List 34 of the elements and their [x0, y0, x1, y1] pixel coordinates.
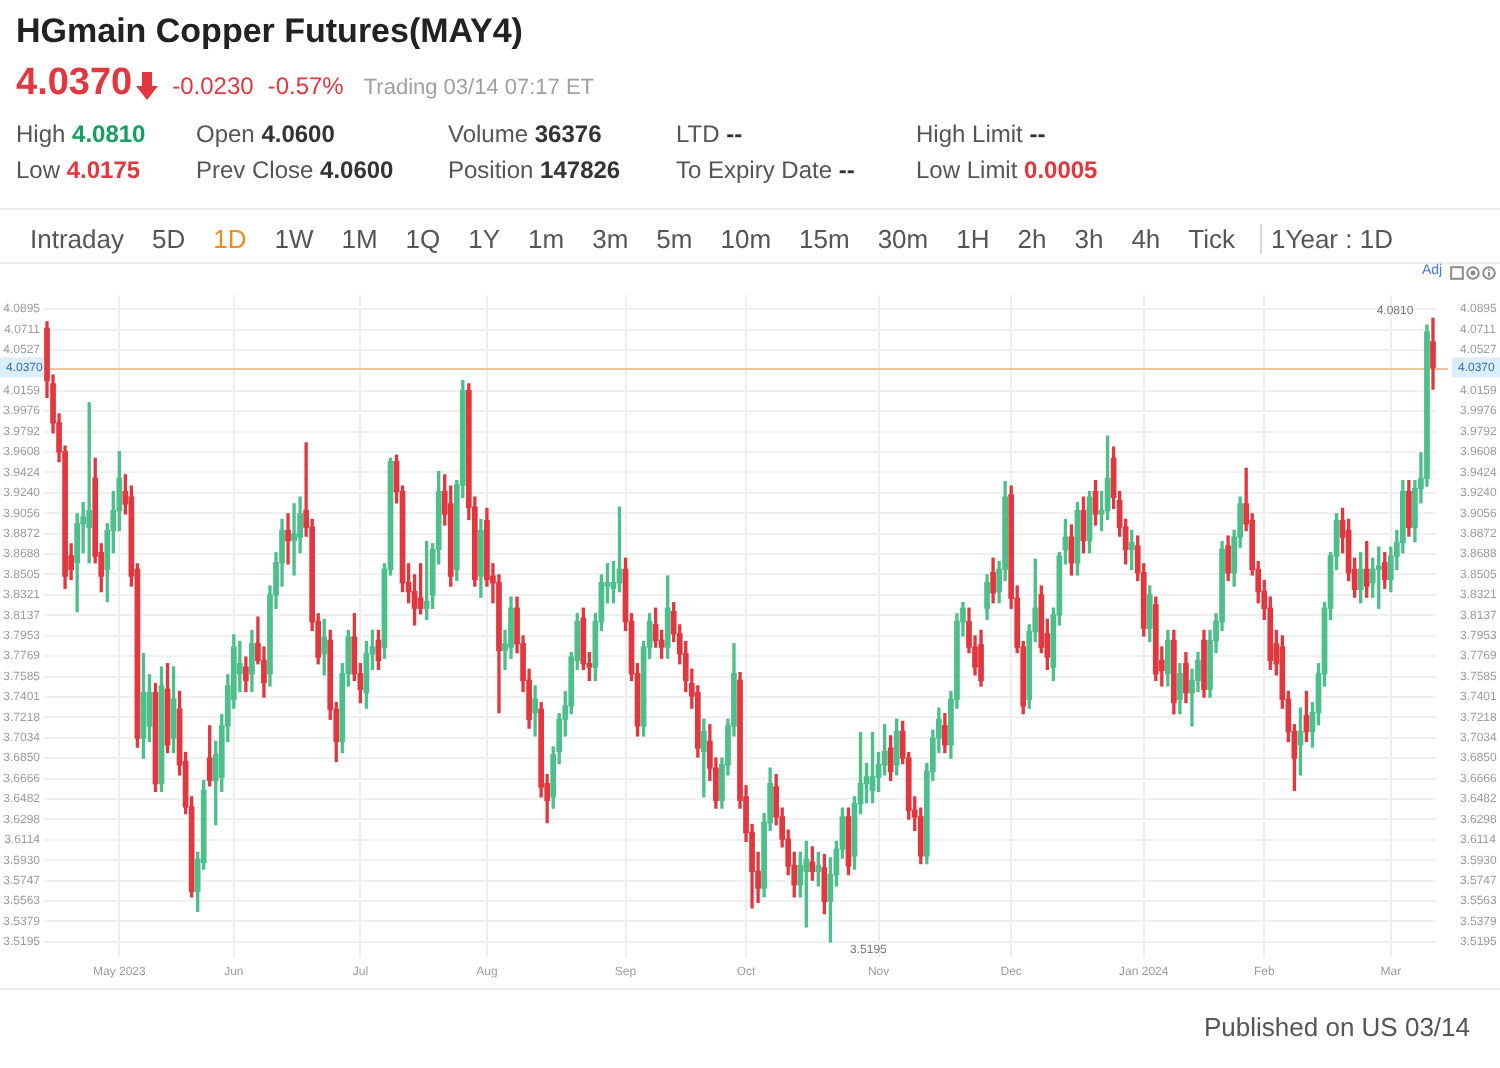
text: 1W — [274, 223, 314, 253]
chart-subtitle: 4.0370 -0.0230 -0.57% Trading 03/14 07:17 ET — [16, 62, 595, 106]
text: Low 4.0175 — [16, 156, 141, 184]
text: 30m — [877, 223, 929, 253]
candlestick — [285, 513, 291, 565]
text: Intraday — [30, 223, 124, 253]
text: 3m — [592, 223, 629, 253]
text: Volume 36376 — [448, 120, 602, 148]
text: Low Limit 0.0005 — [916, 156, 1098, 184]
text: 1H — [956, 223, 990, 253]
text: 5m — [656, 223, 693, 253]
text: To Expiry Date -- — [676, 156, 855, 184]
text: 1M — [341, 223, 378, 253]
text: 2h — [1017, 223, 1047, 253]
text: 3h — [1074, 223, 1104, 253]
text: 5D — [151, 223, 186, 253]
text: Tick — [1188, 223, 1236, 253]
text: Published on US 03/14 — [1204, 1012, 1470, 1042]
text: Position 147826 — [448, 156, 621, 184]
chart-title: HGmain Copper Futures(MAY4) — [16, 10, 523, 54]
text: 10m — [720, 223, 772, 253]
text: 1Q — [405, 223, 441, 253]
text: 1D — [213, 223, 247, 253]
text: 1Year : 1D — [1259, 223, 1393, 253]
candlestick — [291, 503, 297, 576]
text: LTD -- — [676, 120, 743, 148]
text: 4h — [1131, 223, 1161, 253]
text: Prev Close 4.0600 — [196, 156, 394, 184]
text: Open 4.0600 — [196, 120, 335, 148]
text: 1Y — [468, 223, 501, 253]
text: 1m — [528, 223, 565, 253]
text: 15m — [799, 223, 850, 253]
text: High 4.0810 — [16, 120, 146, 148]
text: High Limit -- — [916, 120, 1046, 148]
